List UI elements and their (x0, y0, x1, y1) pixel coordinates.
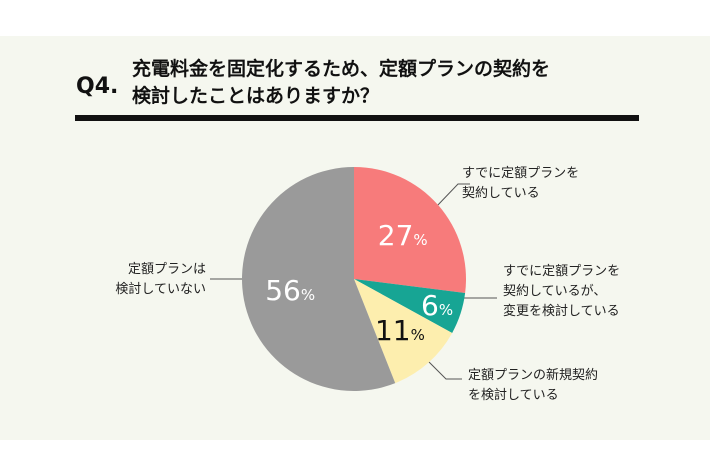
slice-label-2: 定額プランの新規契約 を検討している (468, 368, 599, 403)
leader-line-0 (435, 183, 470, 208)
pie-slice-1 (354, 279, 466, 333)
pie-slice-3 (242, 167, 396, 391)
pie-value-label-2: 11% (375, 314, 425, 347)
slice-label-0: すでに定額プランを 契約している (462, 166, 580, 201)
pie-slice-0 (354, 167, 466, 294)
page-title: 充電料金を固定化するため、定額プランの契約を 検討したことはありますか？ (132, 58, 551, 107)
question-number: Q4. (76, 74, 119, 99)
title-underline (75, 115, 639, 121)
slice-label-1: すでに定額プランを 契約しているが、 変更を検討している (503, 264, 621, 319)
pie-slice-2 (354, 279, 453, 384)
pie-value-label-1: 6% (421, 289, 453, 322)
slice-label-3: 定額プランは 検討していない (115, 262, 206, 297)
leader-line-2 (427, 360, 462, 380)
